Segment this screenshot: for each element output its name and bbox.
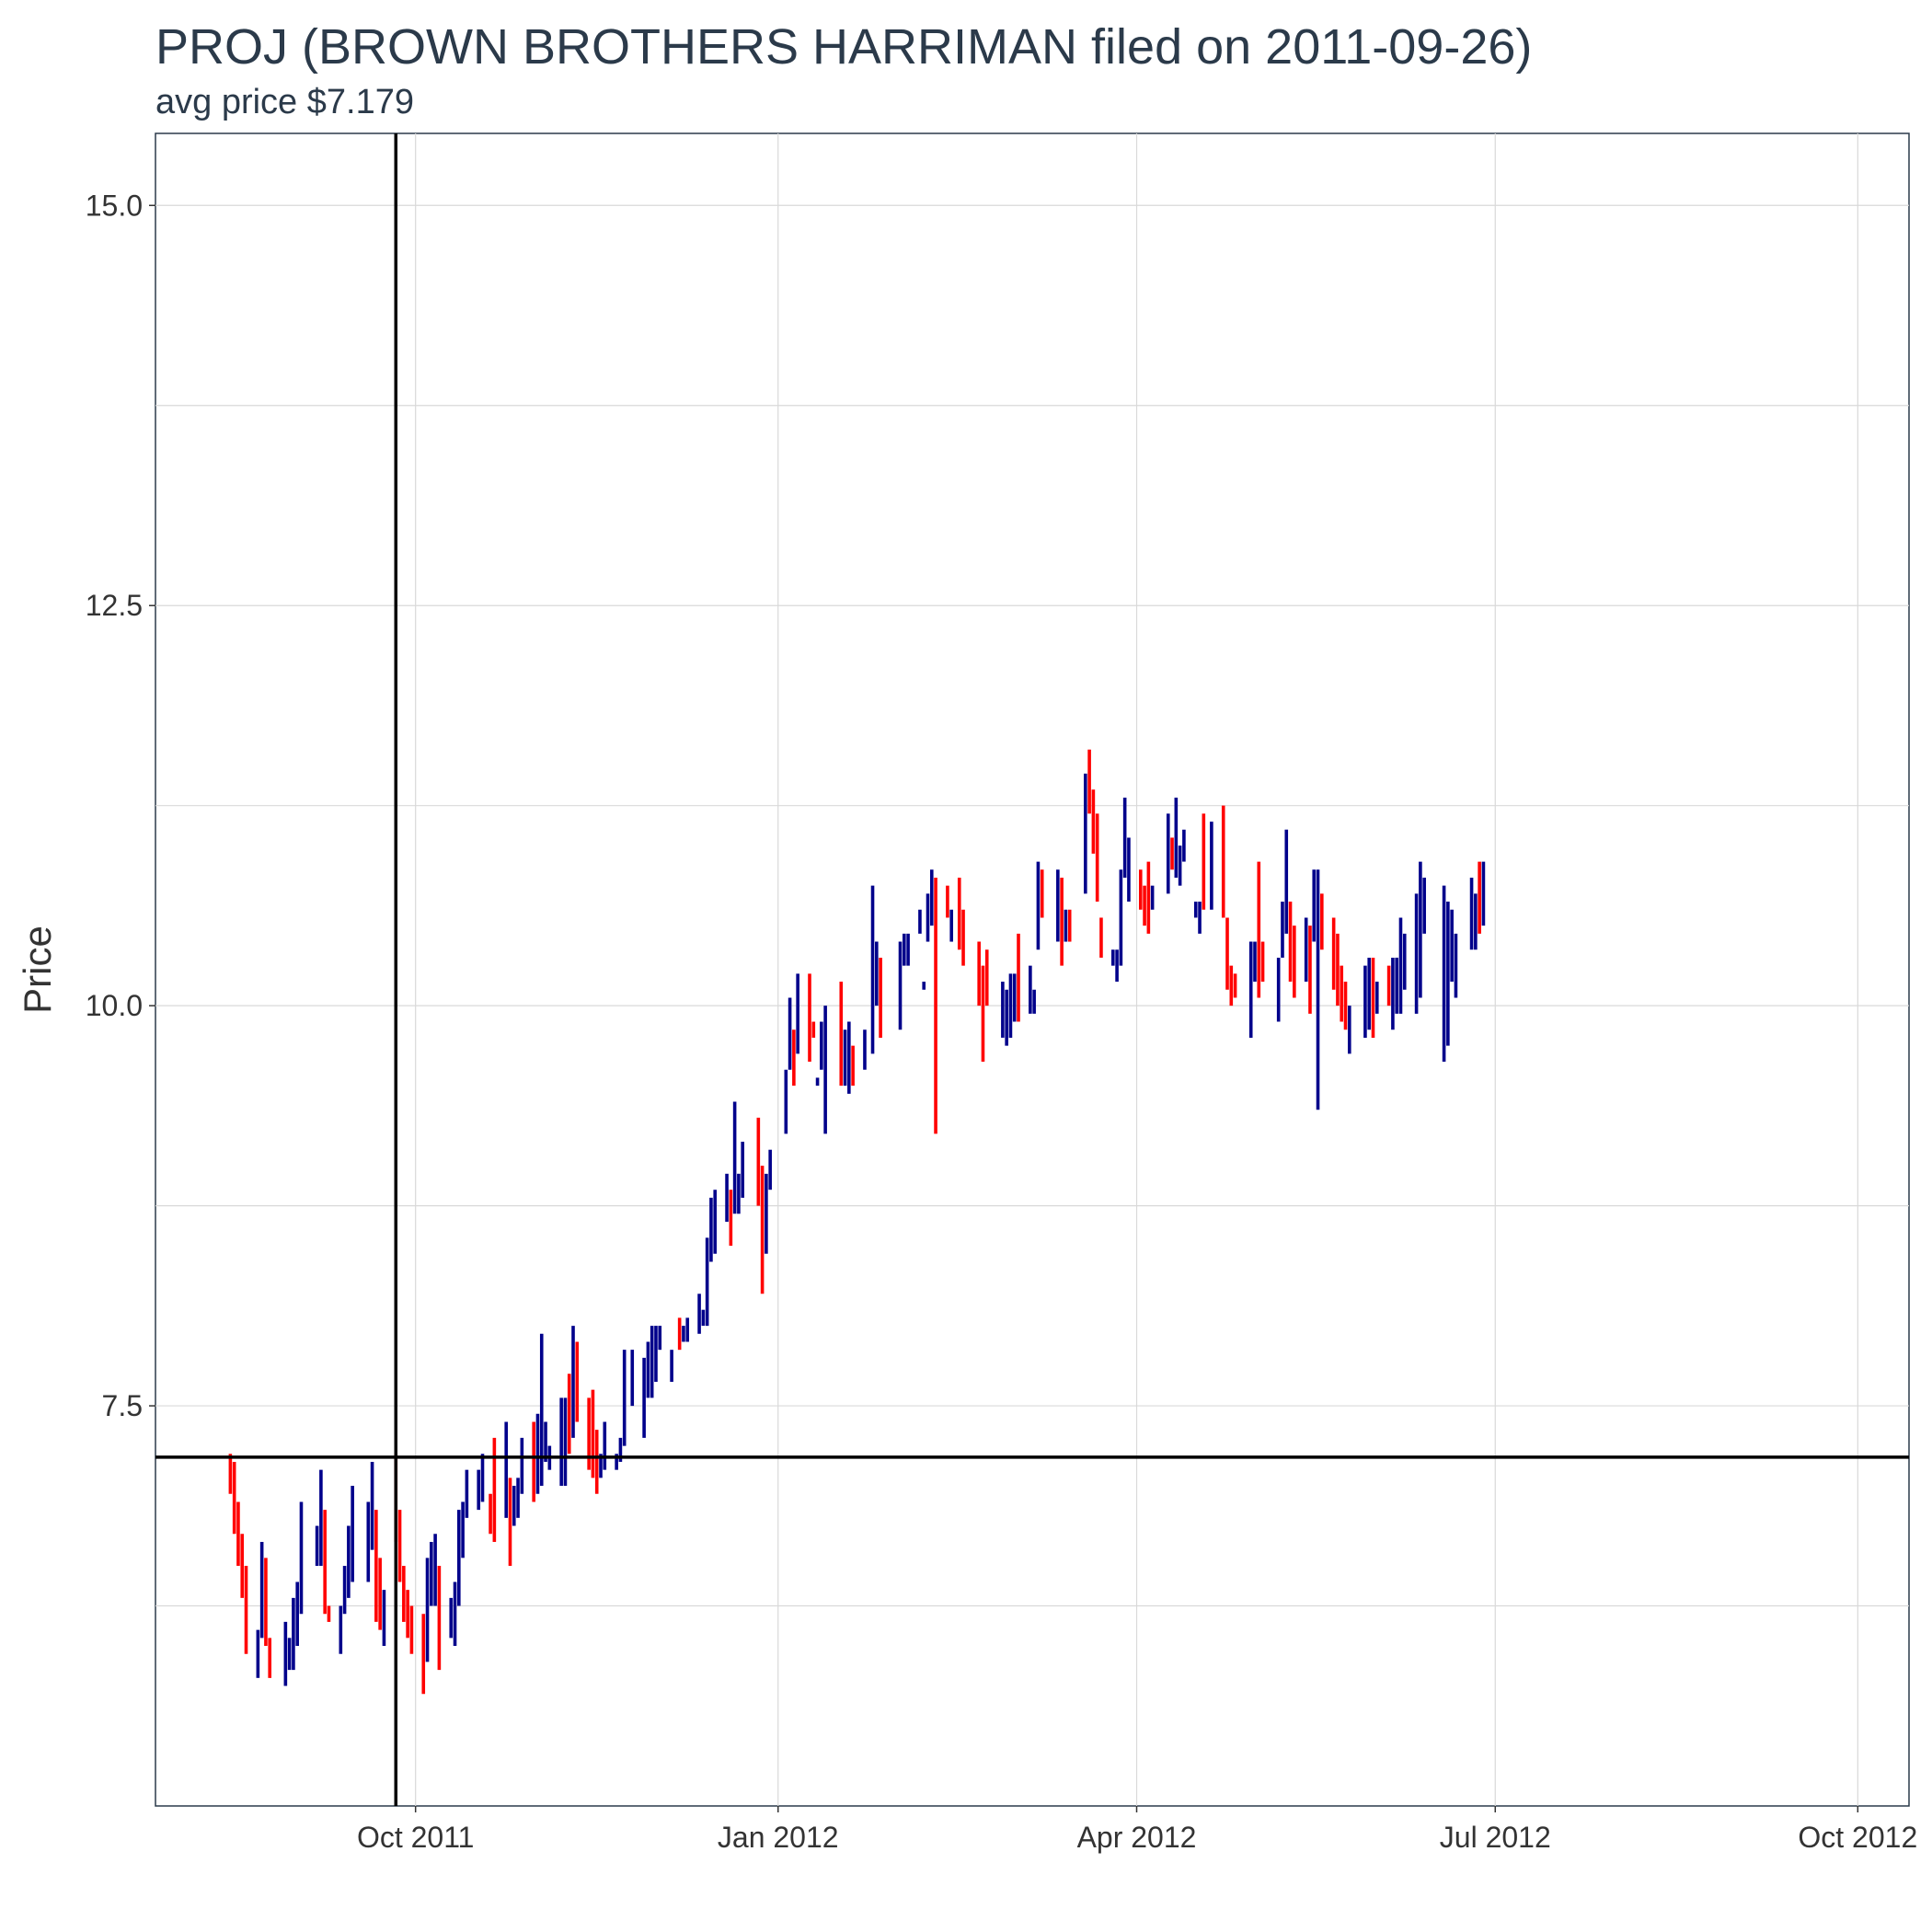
y-tick-label: 15.0	[86, 189, 143, 222]
y-axis-ticks: 7.5 10.0 12.5 15.0	[86, 189, 155, 1422]
x-tick-label: Oct 2011	[357, 1821, 474, 1854]
ohlc-bars	[228, 749, 1486, 1695]
x-tick-label: Oct 2012	[1798, 1821, 1917, 1854]
reference-lines	[155, 133, 1909, 1806]
grid-lines	[155, 133, 1909, 1806]
y-tick-label: 12.5	[86, 589, 143, 622]
x-tick-label: Jan 2012	[718, 1821, 839, 1854]
x-tick-label: Apr 2012	[1077, 1821, 1197, 1854]
x-tick-label: Jul 2012	[1440, 1821, 1551, 1854]
y-tick-label: 10.0	[86, 989, 143, 1022]
y-axis-title: Price	[16, 926, 59, 1014]
chart-subtitle: avg price $7.179	[155, 83, 414, 121]
x-axis-ticks: Oct 2011 Jan 2012 Apr 2012 Jul 2012 Oct 2012	[357, 1806, 1917, 1854]
plot-panel	[155, 132, 1910, 1807]
chart-title: PROJ (BROWN BROTHERS HARRIMAN filed on 2…	[155, 19, 1533, 75]
y-tick-label: 7.5	[102, 1389, 143, 1422]
